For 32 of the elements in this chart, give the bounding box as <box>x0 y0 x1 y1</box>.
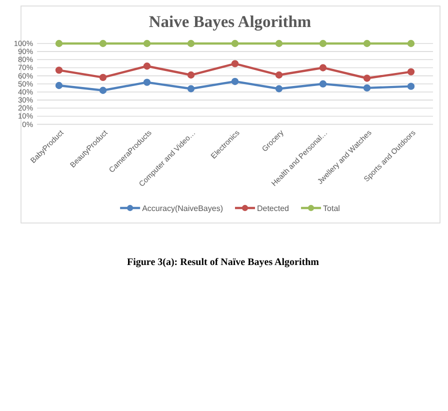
point <box>363 74 371 82</box>
point <box>275 85 283 92</box>
point <box>143 40 151 48</box>
point <box>187 71 195 79</box>
point <box>275 71 283 79</box>
point <box>99 86 107 94</box>
point <box>143 78 151 86</box>
point <box>231 60 239 68</box>
point <box>319 80 327 88</box>
legend-label: Detected <box>257 204 290 213</box>
point <box>275 40 283 48</box>
chart-title: Naive Bayes Algorithm <box>148 12 312 31</box>
point <box>55 66 63 74</box>
point <box>143 62 151 70</box>
point <box>363 84 371 92</box>
point <box>407 40 415 48</box>
point <box>407 82 415 90</box>
legend-label: Total <box>323 204 340 213</box>
point <box>231 78 239 86</box>
point <box>187 85 195 92</box>
point <box>99 40 107 48</box>
point <box>319 40 327 48</box>
point <box>187 40 195 48</box>
point <box>407 68 415 76</box>
caption: Figure 3(a): Result of Naïve Bayes Algorithm <box>126 257 320 268</box>
point <box>55 82 63 90</box>
point <box>55 40 63 48</box>
point <box>319 64 327 72</box>
point <box>363 40 371 48</box>
point <box>231 40 239 48</box>
point <box>99 74 107 82</box>
legend-label: Accuracy(NaiveBayes) <box>142 204 224 213</box>
